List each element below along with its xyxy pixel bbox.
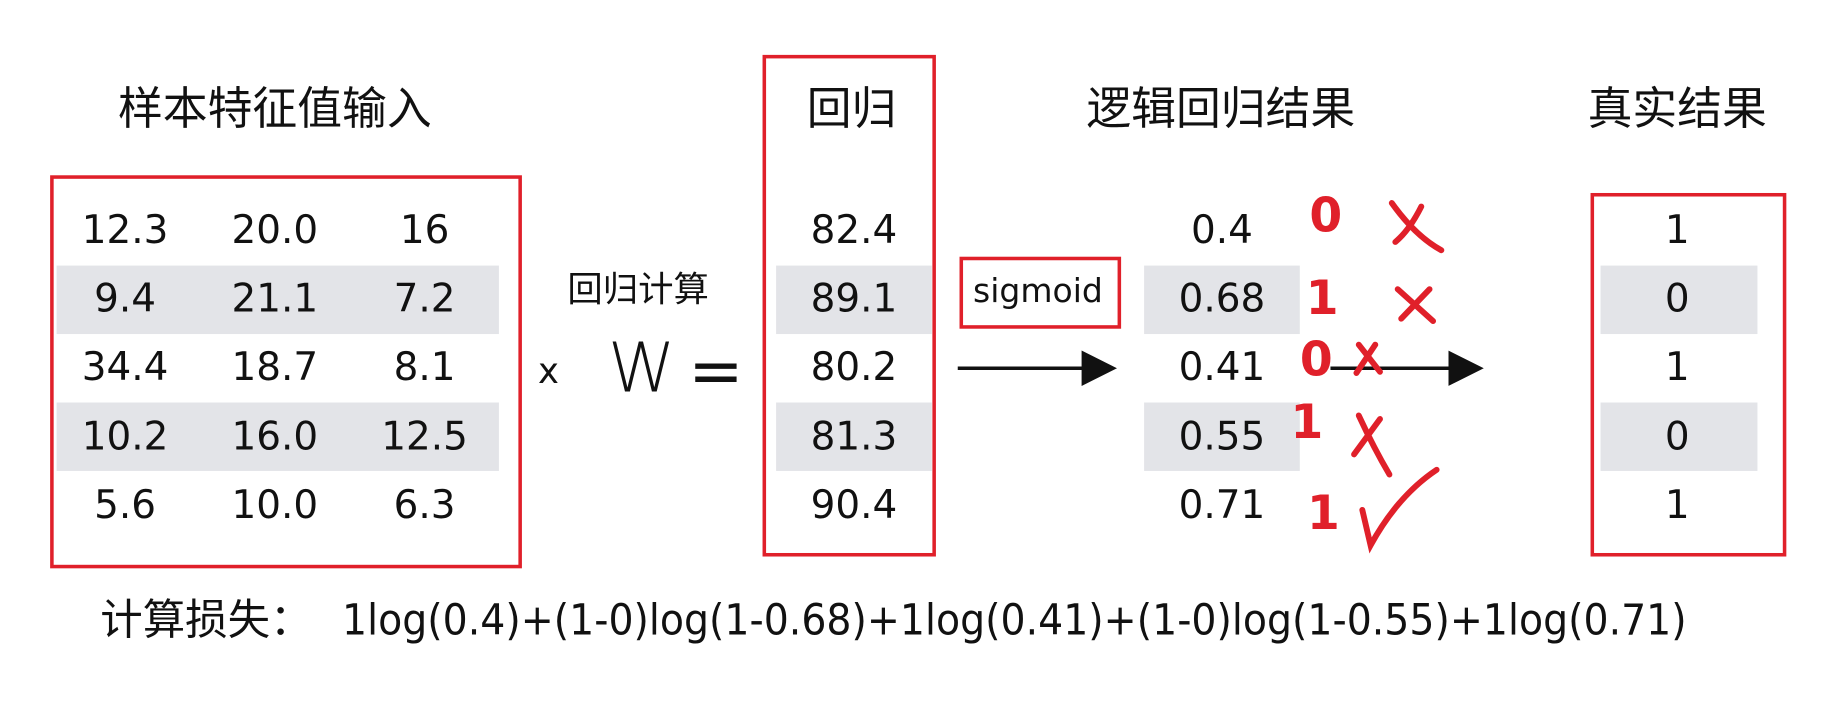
band <box>1144 265 1300 335</box>
band <box>1600 265 1758 335</box>
input-cell: 20.0 <box>232 208 319 253</box>
operation-label: 回归计算 <box>567 270 708 311</box>
input-cell: 12.3 <box>82 208 169 253</box>
logistic-value: 0.4 <box>1191 208 1253 253</box>
sigmoid-label: sigmoid <box>973 271 1103 310</box>
weight: W <box>608 328 676 408</box>
logistic-value: 0.71 <box>1179 483 1266 528</box>
predicted-label: 0 <box>1300 332 1333 387</box>
band <box>776 265 932 335</box>
predicted-label: 1 <box>1307 486 1340 541</box>
input-cell: 18.7 <box>232 345 319 390</box>
equals-sign: = <box>688 332 743 409</box>
band <box>1144 402 1300 471</box>
logistic-value: 0.55 <box>1179 415 1266 460</box>
band <box>776 402 932 471</box>
input-cell: 21.1 <box>232 276 319 321</box>
truth-value: 1 <box>1665 208 1690 253</box>
input-title: 样本特征值输入 <box>118 82 432 135</box>
input-box <box>50 175 522 569</box>
loss-label: 计算损失： <box>100 597 312 646</box>
logistic-value: 0.41 <box>1179 345 1266 390</box>
regression-title: 回归 <box>807 82 897 135</box>
regression-value: 81.3 <box>811 415 898 460</box>
input-cell: 34.4 <box>82 345 169 390</box>
predicted-label: 1 <box>1306 271 1339 326</box>
input-cell: 12.5 <box>381 415 468 460</box>
input-cell: 6.3 <box>394 483 456 528</box>
band <box>1600 402 1758 471</box>
regression-value: 90.4 <box>811 483 898 528</box>
band <box>56 265 499 335</box>
regression-value: 82.4 <box>811 208 898 253</box>
check-mark <box>1359 466 1440 554</box>
regression-value: 80.2 <box>811 345 898 390</box>
input-cell: 16.0 <box>232 415 319 460</box>
row-bands <box>56 265 1758 471</box>
times-sign: x <box>538 351 559 392</box>
logistic-title: 逻辑回归结果 <box>1086 82 1355 135</box>
input-cell: 9.4 <box>94 276 156 321</box>
band <box>56 402 499 471</box>
truth-title: 真实结果 <box>1588 82 1767 135</box>
cross-mark <box>1351 412 1393 478</box>
sigmoid-box <box>959 256 1122 329</box>
truth-value: 1 <box>1665 483 1690 528</box>
input-cell: 16 <box>400 208 450 253</box>
truth-value: 1 <box>1665 345 1690 390</box>
input-cell: 10.0 <box>232 483 319 528</box>
logistic-value: 0.68 <box>1179 276 1266 321</box>
predicted-label: 0 <box>1309 188 1342 243</box>
input-cell: 5.6 <box>94 483 156 528</box>
input-cell: 8.1 <box>394 345 456 390</box>
marks <box>1351 200 1445 554</box>
truth-box <box>1590 192 1787 557</box>
cross-mark <box>1394 286 1437 324</box>
regression-box <box>762 54 936 557</box>
cross-mark <box>1388 200 1445 254</box>
loss-formula: 1log(0.4)+(1-0)log(1-0.68)+1log(0.41)+(1… <box>342 597 1687 646</box>
truth-value: 0 <box>1665 415 1690 460</box>
cross-mark <box>1353 341 1383 376</box>
input-cell: 10.2 <box>82 415 169 460</box>
regression-value: 89.1 <box>811 276 898 321</box>
predicted-label: 1 <box>1290 395 1323 450</box>
truth-value: 0 <box>1665 276 1690 321</box>
input-cell: 7.2 <box>394 276 456 321</box>
